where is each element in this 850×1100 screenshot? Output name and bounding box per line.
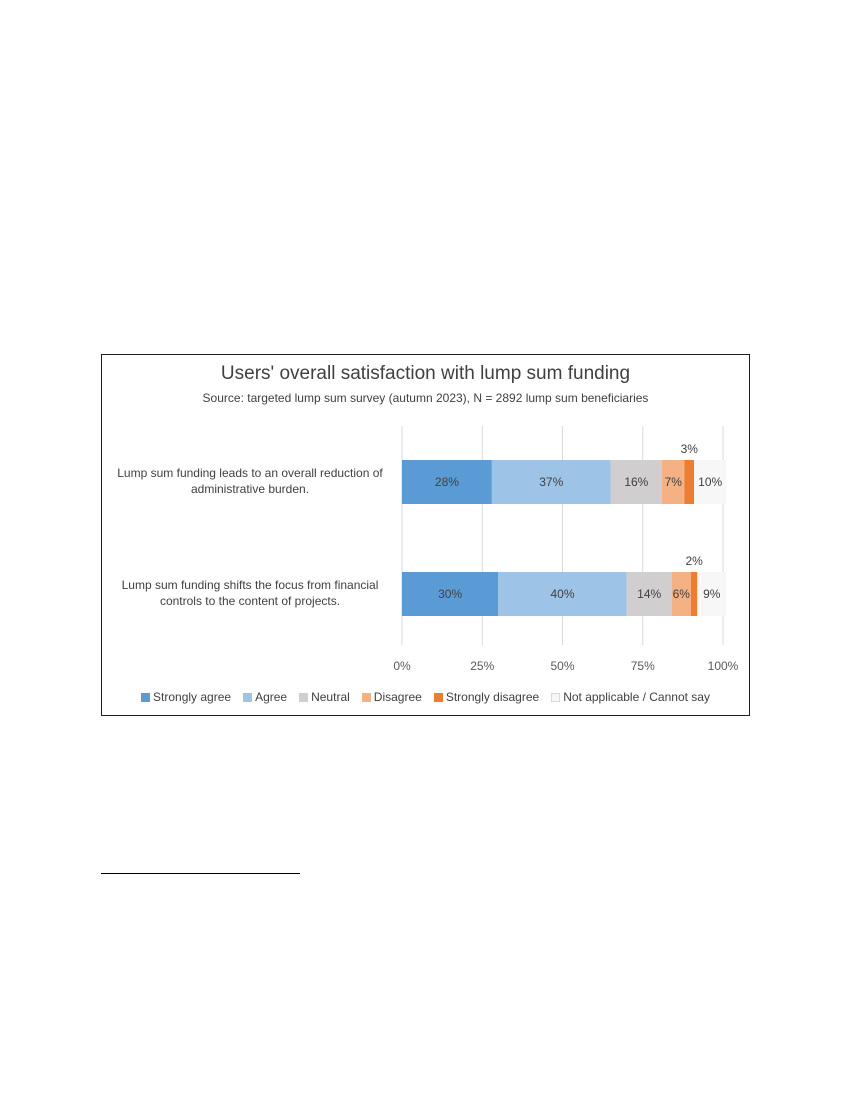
x-tick-label-2: 50% — [550, 659, 574, 673]
data-label-1-neutral: 16% — [624, 475, 648, 489]
bar-1-neutral — [610, 460, 663, 504]
data-label-2-neutral: 14% — [637, 587, 661, 601]
data-label-2-strongly-agree: 30% — [438, 587, 462, 601]
legend-label: Agree — [255, 690, 288, 704]
bar-2-neutral — [626, 572, 672, 616]
legend-swatch — [551, 692, 561, 702]
legend-swatch — [299, 692, 309, 702]
bar-2-agree — [498, 572, 627, 616]
category-label-2-line-1: Lump sum funding shifts the focus from f… — [121, 578, 379, 592]
category-label-1-line-2: administrative burden. — [190, 482, 310, 496]
footnote-divider — [101, 873, 300, 874]
data-label-2-not-applicable-cannot-say: 9% — [703, 587, 721, 601]
data-label-2-disagree: 6% — [673, 587, 691, 601]
bar-1-strongly-agree — [402, 460, 492, 504]
category-label-1: Lump sum funding leads to an overall red… — [102, 465, 398, 497]
chart-subtitle: Source: targeted lump sum survey (autumn… — [202, 391, 649, 405]
legend-label: Disagree — [373, 690, 422, 704]
legend-label: Not applicable / Cannot say — [563, 690, 710, 704]
data-label-1-strongly-disagree: 3% — [681, 442, 699, 456]
data-label-1-strongly-agree: 28% — [435, 475, 459, 489]
bar-2-not-applicable-cannot-say — [697, 572, 727, 616]
bar-2-strongly-agree — [402, 572, 499, 616]
legend-label: Strongly agree — [153, 690, 232, 704]
legend-label: Neutral — [311, 690, 350, 704]
data-label-1-not-applicable-cannot-say: 10% — [698, 475, 722, 489]
bar-2-disagree — [671, 572, 691, 616]
chart-frame: Users' overall satisfaction with lump su… — [101, 354, 750, 716]
legend-label: Strongly disagree — [445, 690, 540, 704]
data-label-1-disagree: 7% — [665, 475, 683, 489]
x-tick-label-4: 100% — [708, 659, 739, 673]
x-tick-label-3: 75% — [631, 659, 655, 673]
x-tick-label-0: 0% — [393, 659, 411, 673]
data-label-2-strongly-disagree: 2% — [685, 554, 703, 568]
data-label-2-agree: 40% — [550, 587, 574, 601]
legend-swatch — [433, 692, 443, 702]
chart-title: Users' overall satisfaction with lump su… — [220, 363, 631, 384]
bar-2-strongly-disagree — [690, 572, 698, 616]
legend-item-disagree: Disagree — [361, 690, 422, 704]
legend-swatch — [141, 692, 151, 702]
plot-area: 0% 25% 50% 75% 100% 28% 37% 16% 7% 3% 10% 30% 40% 14%… — [393, 426, 739, 673]
legend: Strongly agree Agree Neutral Disagree Strong… — [102, 690, 749, 704]
legend-item-neutral: Neutral — [299, 690, 350, 704]
legend-item-not-applicable-cannot-say: Not applicable / Cannot say — [551, 690, 710, 704]
category-label-2: Lump sum funding shifts the focus from f… — [102, 577, 398, 609]
data-label-1-agree: 37% — [539, 475, 563, 489]
category-label-2-line-2: controls to the content of projects. — [159, 594, 341, 608]
bar-1-agree — [491, 460, 611, 504]
legend-item-agree: Agree — [243, 690, 287, 704]
bar-1-disagree — [662, 460, 685, 504]
legend-swatch — [243, 692, 253, 702]
bar-1-strongly-disagree — [684, 460, 695, 504]
legend-item-strongly-disagree: Strongly disagree — [433, 690, 540, 704]
legend-item-strongly-agree: Strongly agree — [141, 690, 231, 704]
category-label-1-line-1: Lump sum funding leads to an overall red… — [117, 466, 383, 480]
legend-swatch — [361, 692, 371, 702]
x-tick-label-1: 25% — [470, 659, 494, 673]
bar-1-not-applicable-cannot-say — [694, 460, 727, 504]
